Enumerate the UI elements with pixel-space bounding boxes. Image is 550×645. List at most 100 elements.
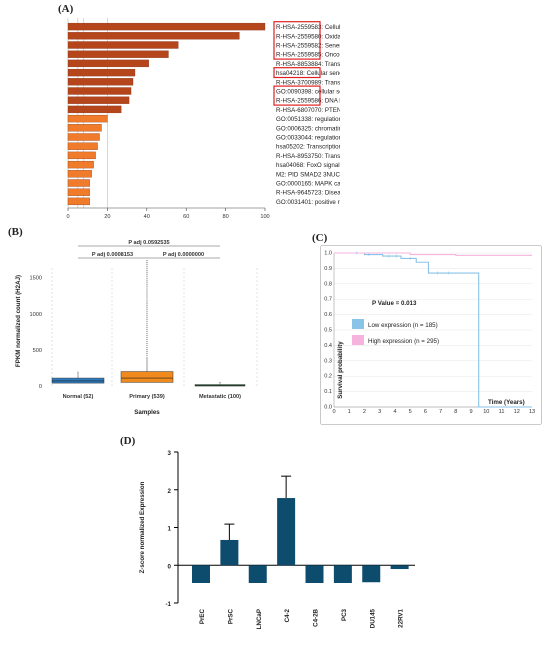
highlight-box [273,85,321,106]
outlier-point [146,264,148,266]
outlier-point [146,308,148,310]
y-tick-label: 0.2 [324,374,332,380]
category-label: DU145 [369,608,376,628]
term-label: GO:0033044: regulation of chromosome org… [276,135,340,142]
term-label: R-HSA-2559583: Cellular Senescence [276,24,340,31]
x-tick-label: 3 [378,409,381,415]
outlier-point [146,310,148,312]
category-label: PC3 [341,608,348,621]
outlier-point [146,306,148,308]
enrichment-bar [67,22,266,31]
y-tick-label: 3 [168,450,172,457]
x-tick-label: 8 [454,409,457,415]
x-tick-label: 5 [409,409,412,415]
outlier-point [146,296,148,298]
enrichment-bar [67,59,149,68]
y-tick-label: 0.3 [324,358,332,364]
x-tick-label: 10 [483,409,489,415]
panel-label-d: (D) [120,435,136,447]
outlier-point [146,334,148,337]
category-label: Primary (539) [129,394,165,400]
bracket-normal-primary-label: P adj 0.0008153 [92,252,133,258]
outlier-point [146,328,148,330]
outlier-point [146,318,148,320]
x-axis-title: Time (Years) [488,399,525,406]
x-tick-label: 100 [260,214,269,219]
outlier-point [146,314,148,316]
outlier-point [146,338,148,341]
term-label: R-HSA-6807070: PTEN Regulation [276,107,340,114]
outlier-point [146,288,148,290]
enrichment-bar [67,133,100,141]
outlier-point [146,300,148,302]
outlier-point [146,312,148,314]
outlier-point [146,326,148,328]
outlier-point [146,268,148,270]
enrichment-bar [67,96,130,104]
enrichment-bar [67,50,169,58]
y-tick-label: 1.0 [324,251,332,257]
enrichment-bar [67,188,90,196]
p-value: P Value = 0.013 [372,300,417,307]
outlier-point [146,274,148,276]
y-tick-label: 0.9 [324,266,332,272]
outlier-point [146,298,148,300]
x-tick-label: 60 [183,214,189,219]
outlier-point [146,276,148,278]
outlier-point [146,286,148,288]
y-tick-label: 0.6 [324,312,332,318]
term-label: R-HSA-2559586: DNA Damage/Telomere Stres… [276,98,340,105]
outlier-point [146,340,148,343]
outlier-point [77,371,79,373]
panel-label-c: (C) [312,232,328,244]
y-tick-label: 0.4 [324,343,332,349]
x-tick-label: 0 [332,409,335,415]
outlier-point [146,353,148,355]
chart-d-zscore: -1 0 1 2 3 PrEC PrSC LNCaP C4-2 C4-2B PC3 DU145 22RV… [139,450,415,629]
term-label: hsa04218: Cellular senescence [276,70,340,77]
enrichment-bar [67,105,122,114]
y-tick-label: 2 [168,488,172,495]
outlier-point [146,266,148,268]
outlier-point [146,355,148,357]
category-label: Metastatic (100) [199,394,241,400]
term-label: R-HSA-8853884: Transcriptional Regulatio… [276,61,340,68]
panel-label-b: (B) [8,226,23,238]
outlier-point [146,330,148,332]
category-label: LNCaP [256,609,263,629]
highlight-box [273,67,321,79]
y-tick-label: 0 [39,384,42,390]
term-label: R-HSA-9645723: Diseases of programmed ce… [276,190,340,197]
term-label: hsa04068: FoxO signaling pathway [276,162,340,169]
term-label: GO:0006325: chromatin organization [276,125,340,132]
enrichment-bar [67,68,136,77]
y-tick-label: 0.8 [324,281,332,287]
enrichment-bar [67,32,240,40]
outlier-point [219,381,221,383]
x-tick-label: 4 [393,409,396,415]
y-tick-label: 0 [168,563,172,570]
x-tick-label: 2 [363,409,366,415]
x-tick-label: 0 [66,214,69,219]
y-tick-label: 1000 [30,312,42,318]
panel-frame [320,245,542,425]
term-label: GO:0031401: positive regulation of prote… [276,199,340,206]
box [120,371,174,383]
outlier-point [146,278,148,280]
expression-bar [248,565,267,583]
y-tick-label: 1 [168,526,172,533]
x-tick-label: 40 [144,214,150,219]
y-tick-label: 500 [33,348,42,354]
y-tick-label: 0.5 [324,328,332,334]
term-label: GO:0090398: cellular senescence [276,89,340,96]
category-label: 22RV1 [398,608,405,627]
term-label: R-HSA-2559585: Oncogene Induced Senescen… [276,52,340,59]
bracket-normal-metastatic-label: P adj 0.0592535 [128,240,169,246]
x-tick-label: 1 [348,409,351,415]
survival-curve [334,252,532,408]
outlier-point [146,282,148,284]
y-tick-label: 0.7 [324,297,332,303]
enrichment-bar [67,142,98,150]
enrichment-bar [67,151,96,160]
expression-bar [333,565,352,583]
